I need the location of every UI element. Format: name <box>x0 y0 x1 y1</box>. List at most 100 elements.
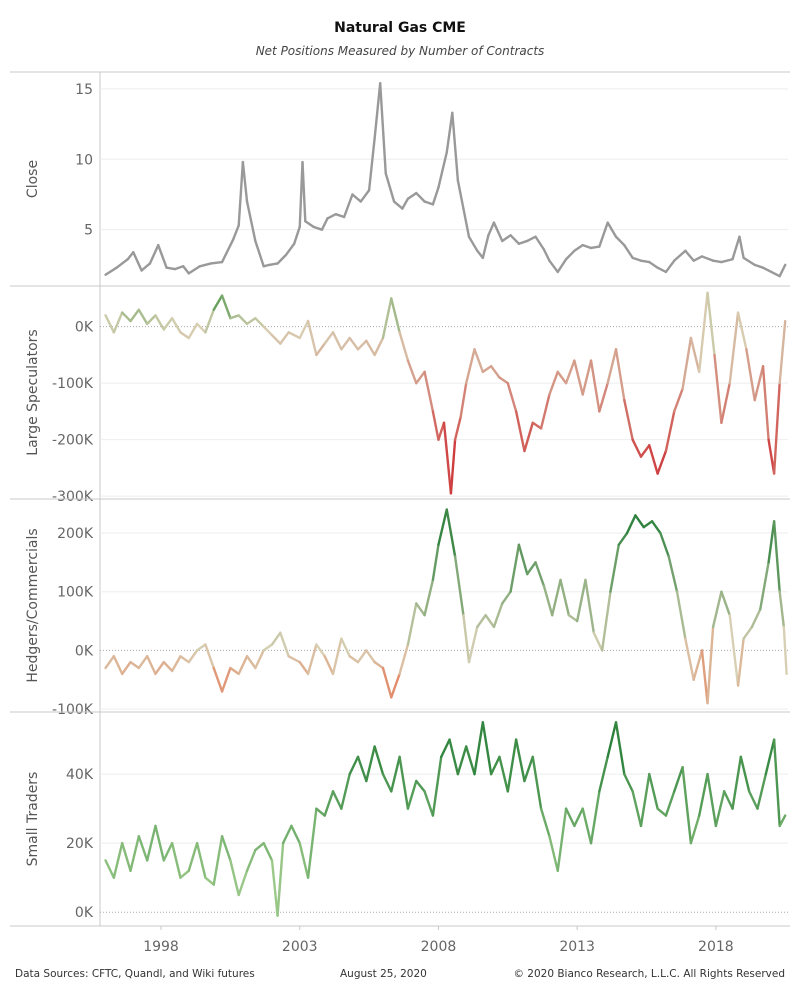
series-segment <box>129 308 141 323</box>
series-segment <box>464 745 476 776</box>
series-segment <box>351 193 362 203</box>
series-segment <box>539 393 551 430</box>
series-segment <box>598 755 609 793</box>
series-segment <box>648 772 659 810</box>
y-axis-label: Hedgers/Commercials <box>25 528 41 682</box>
series-segment <box>212 294 224 311</box>
series-segment <box>179 331 190 340</box>
series-segment <box>534 561 546 588</box>
series-segment <box>298 660 310 676</box>
series-segment <box>623 243 634 260</box>
series-segment <box>567 613 579 623</box>
x-tick-label: 2018 <box>698 939 734 955</box>
series-segment <box>453 555 465 617</box>
y-tick-label: 0K <box>75 643 94 659</box>
series-segment <box>648 444 659 475</box>
series-segment <box>509 543 521 593</box>
series-segment <box>104 655 116 670</box>
series-segment <box>315 342 326 357</box>
series-segment <box>684 249 695 262</box>
series-segment <box>556 370 568 385</box>
series-segment <box>534 235 546 251</box>
series-segment <box>756 772 768 810</box>
series-segment <box>342 193 354 219</box>
series-segment <box>559 578 571 617</box>
series-segment <box>600 590 612 652</box>
series-segment <box>315 643 326 658</box>
series-segment <box>431 410 440 441</box>
series-segment <box>606 221 618 238</box>
series-segment <box>284 242 296 257</box>
series-segment <box>112 841 124 879</box>
series-segment <box>673 249 687 262</box>
series-segment <box>778 590 786 629</box>
series-segment <box>398 755 410 810</box>
series-segment <box>365 649 376 664</box>
series-segment <box>589 359 601 413</box>
x-tick-label: 2008 <box>421 939 457 955</box>
series-segment <box>373 745 385 776</box>
series-segment <box>442 421 453 495</box>
series-segment <box>154 824 166 862</box>
series-segment <box>606 721 618 759</box>
series-segment <box>501 590 512 605</box>
series-segment <box>348 336 360 351</box>
series-segment <box>498 376 510 385</box>
series-segment <box>112 655 124 676</box>
series-segment <box>573 243 584 253</box>
series-segment <box>287 331 301 340</box>
series-segment <box>631 790 643 828</box>
series-segment <box>448 738 460 776</box>
series-segment <box>290 824 301 845</box>
series-segment <box>137 655 149 670</box>
x-tick-label: 2013 <box>559 939 595 955</box>
series-segment <box>120 311 132 323</box>
series-segment <box>340 336 351 351</box>
series-segment <box>614 235 626 247</box>
series-segment <box>770 270 781 278</box>
series-segment <box>157 243 168 269</box>
series-segment <box>778 814 787 828</box>
series-segment <box>606 348 618 385</box>
series-segment <box>173 265 185 271</box>
series-segment <box>745 348 756 402</box>
series-segment <box>245 200 257 243</box>
series-segment <box>713 353 723 424</box>
series-segment <box>767 438 776 475</box>
series-segment <box>162 317 174 331</box>
series-segment <box>204 876 215 886</box>
series-segment <box>415 779 426 793</box>
series-segment <box>220 294 232 320</box>
series-segment <box>509 234 521 245</box>
series-segment <box>195 841 207 879</box>
series-segment <box>437 151 448 189</box>
series-segment <box>659 531 670 558</box>
series-segment <box>731 235 741 261</box>
series-segment <box>481 721 493 776</box>
series-segment <box>212 835 224 886</box>
series-segment <box>700 649 709 705</box>
series-segment <box>331 331 343 351</box>
series-segment <box>664 259 676 274</box>
series-segment <box>287 655 301 664</box>
series-segment <box>398 331 410 362</box>
footer-copyright: © 2020 Bianco Research, L.L.C. All Right… <box>513 968 785 980</box>
series-segment <box>711 590 723 629</box>
series-segment <box>326 212 338 220</box>
series-segment <box>373 660 385 670</box>
chart-subtitle: Net Positions Measured by Number of Cont… <box>255 44 545 58</box>
series-segment <box>689 814 701 845</box>
series-segment <box>514 410 526 453</box>
series-segment <box>451 111 460 182</box>
series-segment <box>237 160 245 227</box>
series-segment <box>517 239 529 245</box>
y-tick-label: 15 <box>75 82 93 98</box>
series-segment <box>182 265 190 275</box>
series-segment <box>423 790 435 817</box>
series-segment <box>312 225 324 231</box>
series-segment <box>473 721 485 776</box>
series-segment <box>656 449 668 475</box>
series-segment <box>711 259 723 264</box>
series-segment <box>664 410 676 453</box>
series-segment <box>564 807 576 828</box>
